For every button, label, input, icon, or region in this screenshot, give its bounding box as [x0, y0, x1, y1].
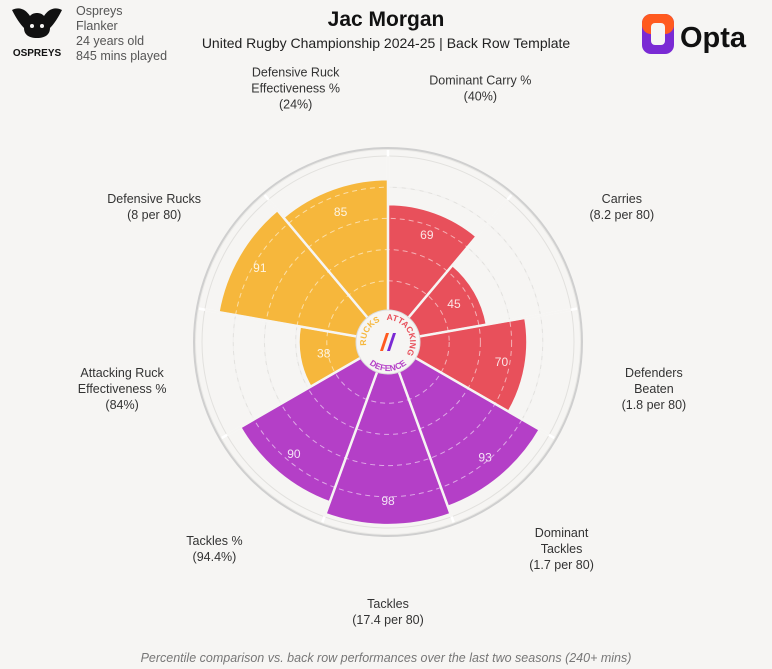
club-logo-text: OSPREYS	[13, 48, 62, 59]
value-label: 70	[495, 355, 509, 369]
player-club: Ospreys	[76, 4, 123, 18]
metric-label: Tackles (17.4 per 80)	[352, 597, 424, 627]
grid-ring-dashed	[326, 280, 450, 404]
metric-label: Defensive Rucks (8 per 80)	[107, 192, 201, 222]
opta-wordmark: Opta	[680, 22, 747, 54]
metric-label: Dominant Carry % (40%)	[429, 73, 531, 103]
metric-label: Carries (8.2 per 80)	[590, 192, 655, 222]
group-label: DEFENCE	[368, 357, 408, 373]
opta-mark-icon	[642, 14, 674, 54]
spoke-over	[417, 308, 572, 339]
grid-ring-dashed	[263, 217, 513, 467]
opta-center-icon	[380, 333, 396, 351]
chart-subtitle: United Rugby Championship 2024-25 | Back…	[201, 35, 571, 51]
spoke-over	[413, 355, 550, 437]
player-age: 24 years old	[76, 34, 145, 48]
value-label: 91	[253, 261, 267, 275]
spoke-over	[226, 355, 363, 437]
player-info: Ospreys Flanker 24 years old 845 mins pl…	[76, 4, 167, 64]
spoke-over	[397, 369, 453, 518]
footer-note: Percentile comparison vs. back row perfo…	[140, 651, 632, 665]
value-label: 93	[478, 451, 492, 465]
player-position: Flanker	[76, 19, 118, 33]
chart-title: Jac Morgan	[327, 8, 445, 31]
opta-logo: Opta	[642, 14, 747, 54]
value-label: 69	[420, 228, 434, 242]
player-minutes: 845 mins played	[76, 49, 168, 63]
value-label: 98	[381, 494, 395, 508]
spoke-over	[406, 198, 509, 320]
metric-label: Attacking Ruck Effectiveness % (84%)	[78, 366, 167, 412]
value-label: 38	[317, 346, 331, 360]
value-label: 90	[287, 447, 301, 461]
metric-label: Defenders Beaten (1.8 per 80)	[622, 366, 687, 412]
metric-label: Tackles % (94.4%)	[186, 534, 242, 564]
metric-label: Dominant Tackles (1.7 per 80)	[529, 526, 594, 572]
center-hub	[355, 309, 421, 375]
spoke-over	[323, 369, 379, 518]
value-label: 85	[334, 205, 348, 219]
spoke-over	[267, 198, 370, 320]
spoke-over	[204, 308, 359, 339]
osprey-mark-icon	[12, 8, 62, 38]
metric-label: Defensive Ruck Effectiveness % (24%)	[251, 65, 340, 111]
value-label: 45	[447, 297, 461, 311]
club-logo: OSPREYS	[12, 8, 62, 59]
